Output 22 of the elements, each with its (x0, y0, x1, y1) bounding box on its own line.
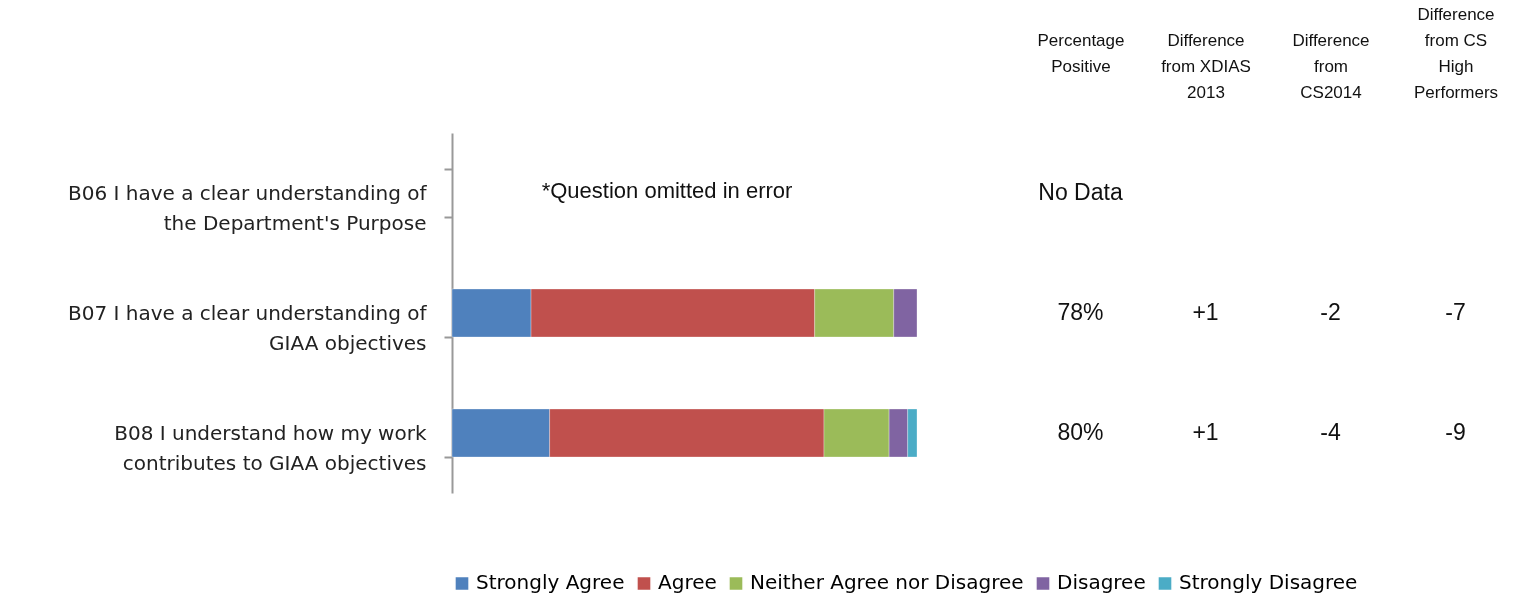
y-tick-label: B06 I have a clear understanding of the Department's Purpose (67, 180, 428, 235)
legend-label: Disagree (1057, 570, 1146, 595)
annotation: *Question omitted in error (541, 178, 793, 203)
text: -2 (1320, 299, 1341, 325)
legend-label: Strongly Disagree (1179, 570, 1358, 595)
category-label: Percentage Positive (1037, 30, 1125, 76)
legend-label: Strongly Agree (476, 570, 625, 595)
legend-label: Neither Agree nor Disagree (750, 570, 1024, 595)
y-tick-label: B08 I understand how my work contributes to GIAA objectives (114, 420, 427, 475)
text: -7 (1445, 299, 1466, 325)
text: -9 (1445, 419, 1466, 445)
text: No Data (1038, 179, 1123, 205)
text: 78% (1057, 299, 1104, 325)
legend-label: Agree (658, 570, 717, 595)
text: -4 (1320, 419, 1341, 445)
text: +1 (1192, 299, 1219, 325)
text: +1 (1192, 419, 1219, 445)
text: 80% (1057, 419, 1104, 445)
y-tick-label: B07 I have a clear understanding of GIAA objectives (67, 300, 428, 355)
category-label: Difference from CS2014 (1292, 30, 1370, 102)
category-label: Difference from XDIAS 2013 (1161, 30, 1251, 102)
category-label: Difference from CS High Performers (1413, 4, 1499, 102)
